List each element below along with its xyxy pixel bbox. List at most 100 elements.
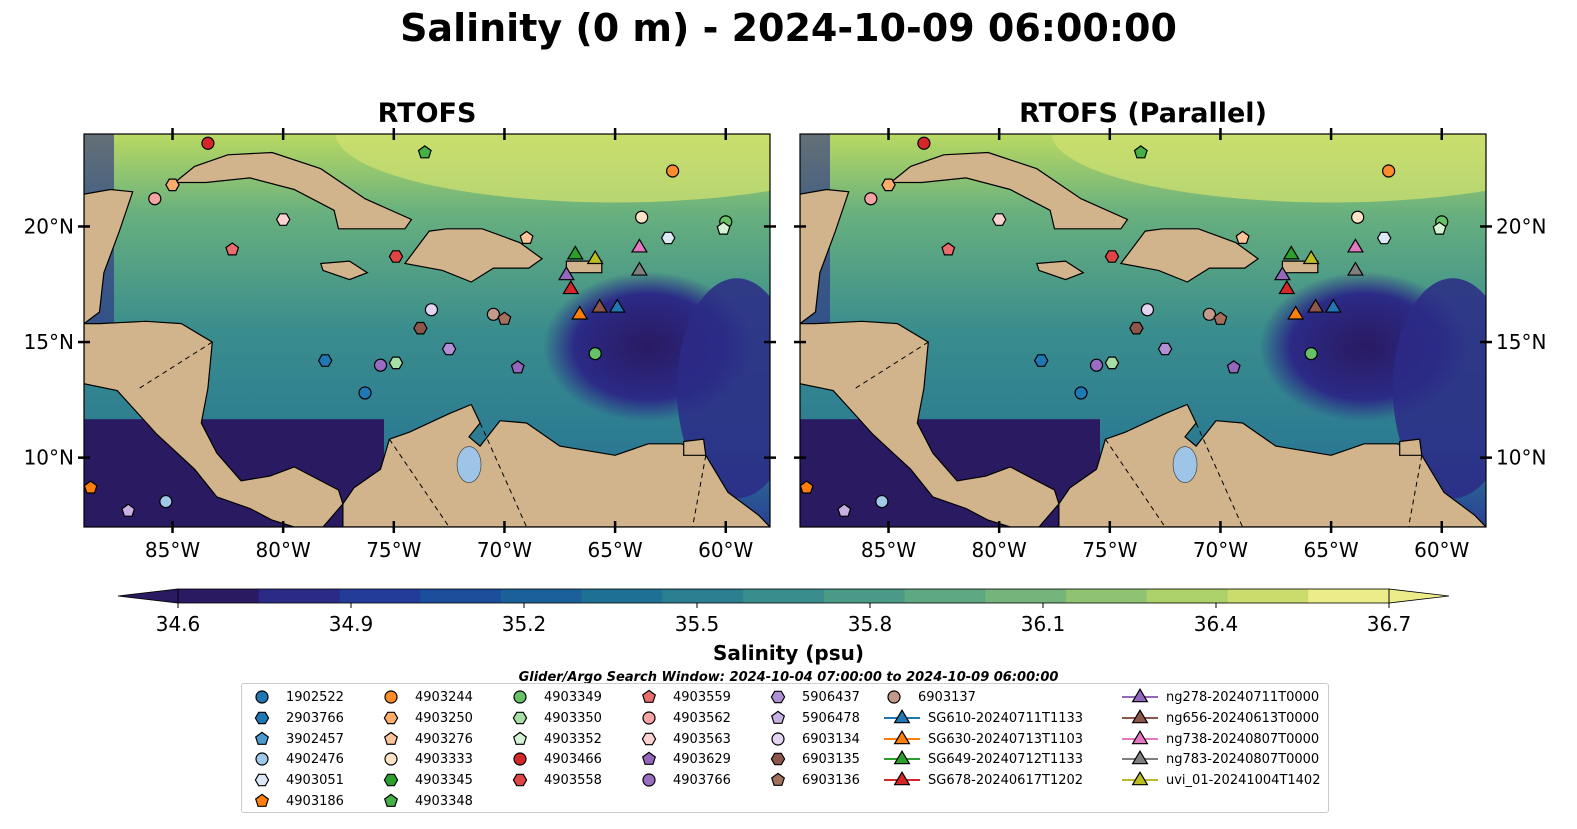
colorbar-tick-label: 36.7 <box>1367 612 1412 636</box>
map-panel-rtofs <box>84 134 770 527</box>
marker-uvi_01-20241004T1402 <box>586 249 604 265</box>
legend-label: 4903466 <box>544 752 602 768</box>
marker-5906478 <box>770 710 786 724</box>
marker-4903562 <box>642 711 656 725</box>
colorbar-segment <box>985 589 1067 603</box>
marker-4903348 <box>1133 145 1148 159</box>
marker-1902522 <box>1074 386 1088 400</box>
legend-marker-icon <box>641 752 657 766</box>
marker-4903348 <box>383 793 399 807</box>
legend-label: 4903186 <box>286 793 344 809</box>
colorbar-segment <box>904 589 986 603</box>
marker-4903349 <box>513 690 527 704</box>
pacific-low-salinity <box>800 419 1100 527</box>
lon-tick-label: 75°W <box>366 538 421 562</box>
marker-SG649-20240712T1133 <box>893 750 911 765</box>
marker-4903766 <box>1089 358 1104 372</box>
marker-4903186 <box>84 480 98 494</box>
border-2 <box>479 422 528 527</box>
legend-marker-icon <box>513 752 527 766</box>
legend-marker-icon <box>770 753 786 766</box>
marker-5906478 <box>837 503 852 517</box>
colorbar-tick-label: 35.5 <box>675 612 720 636</box>
colorbar-label: Salinity (psu) <box>712 641 864 665</box>
marker-4903563 <box>641 732 657 745</box>
colorbar-segment <box>1308 589 1390 603</box>
marker-4903629 <box>641 752 657 766</box>
lon-tick-label: 60°W <box>698 538 753 562</box>
high-salinity-area <box>335 134 770 203</box>
marker-4902476 <box>159 494 173 509</box>
marker-6903135 <box>770 753 786 766</box>
marker-4903244 <box>384 690 398 704</box>
marker-2903766 <box>254 711 270 725</box>
marker-4903276 <box>1235 230 1250 244</box>
legend-marker-icon <box>383 711 399 725</box>
land-trinidad <box>1399 438 1423 456</box>
legend-label: 5906437 <box>802 690 860 705</box>
colorbar-tick-label: 36.4 <box>1194 612 1239 636</box>
land-jamaica <box>1035 260 1085 281</box>
lon-tick-label: 85°W <box>861 538 916 562</box>
marker-2903766 <box>1033 354 1049 367</box>
marker-SG678-20240617T1202 <box>1278 279 1296 295</box>
legend-label: 1902522 <box>286 690 344 705</box>
marker-SG678-20240617T1202 <box>562 279 580 295</box>
marker-4903276 <box>383 731 399 745</box>
colorbar-segment <box>1066 589 1148 603</box>
marker-4903349 <box>588 347 602 361</box>
lat-tick-label: 15°N <box>1496 330 1546 354</box>
legend-marker-icon <box>384 690 398 704</box>
legend-label: 4903276 <box>415 731 473 747</box>
marker-6903134 <box>1140 303 1155 317</box>
colorbar-segment <box>743 589 825 603</box>
legend-marker-icon <box>512 711 528 725</box>
legend-label: 4902476 <box>286 752 344 768</box>
legend-label: 4903559 <box>673 690 731 705</box>
marker-4903352 <box>716 221 731 235</box>
marker-4903350 <box>388 356 404 370</box>
border-3 <box>1408 455 1423 527</box>
legend-marker-icon <box>771 731 785 746</box>
legend-label: 3902457 <box>286 731 344 747</box>
marker-4903186 <box>254 793 270 807</box>
land-yucatan <box>800 188 850 325</box>
marker-4903186 <box>800 480 814 494</box>
legend-marker-icon <box>512 731 528 745</box>
legend-marker-icon <box>254 731 270 745</box>
marker-4903051 <box>254 773 270 787</box>
marker-ng656-20240613T0000 <box>591 298 609 313</box>
marker-4903333 <box>1351 210 1365 224</box>
marker-1902522 <box>358 386 372 400</box>
land-central <box>800 320 1060 527</box>
legend-label: 4903333 <box>415 752 473 768</box>
border-0 <box>855 341 929 389</box>
marker-uvi_01-20241004T1402 <box>1302 249 1320 265</box>
legend-label: uvi_01-20241004T1402 <box>1166 773 1321 789</box>
legend-label: 6903137 <box>918 690 976 705</box>
legend-marker-icon <box>383 773 399 787</box>
colorbar-segment <box>500 589 583 603</box>
marker-4903250 <box>383 711 399 725</box>
legend-label: 4903244 <box>415 690 473 705</box>
marker-ng738-20240807T0000 <box>1346 238 1364 253</box>
marker-5906437 <box>770 690 786 704</box>
legend-marker-icon <box>887 690 901 704</box>
legend-marker-icon <box>254 793 270 807</box>
marker-4903466 <box>201 136 215 150</box>
legend-marker-icon <box>770 690 786 704</box>
marker-ng738-20240807T0000 <box>630 238 648 253</box>
marker-SG610-20240711T1133 <box>608 298 626 313</box>
colorbar-tick-label: 35.2 <box>502 612 547 636</box>
land-cuba <box>889 151 1129 230</box>
lon-tick-label: 75°W <box>1082 538 1137 562</box>
marker-4903333 <box>635 210 649 224</box>
colorbar-frame <box>177 588 1390 604</box>
lon-tick-label: 85°W <box>145 538 200 562</box>
legend-marker-icon <box>642 773 656 787</box>
lat-tick-label: 10°N <box>1496 446 1546 470</box>
colorbar-tick-label: 34.9 <box>329 612 374 636</box>
legend-label: 4903345 <box>415 773 473 789</box>
legend-label: ng656-20240613T0000 <box>1166 710 1320 726</box>
marker-3902457 <box>254 731 270 745</box>
